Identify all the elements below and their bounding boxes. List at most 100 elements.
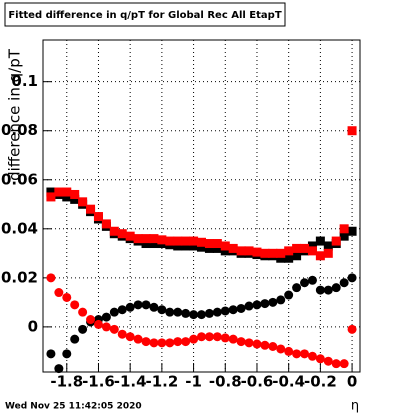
circle-marker xyxy=(292,349,302,359)
x-tick-label: -0.2 xyxy=(304,373,337,391)
square-marker xyxy=(181,236,191,246)
circle-marker xyxy=(46,273,56,283)
circle-marker xyxy=(117,305,127,315)
square-marker xyxy=(181,241,191,251)
x-tick-label: -1.4 xyxy=(114,373,147,391)
circle-marker xyxy=(101,322,111,332)
square-marker xyxy=(284,246,294,256)
square-marker xyxy=(173,236,183,246)
circle-marker xyxy=(93,319,103,329)
square-marker xyxy=(197,242,206,252)
square-marker xyxy=(307,246,317,256)
square-marker xyxy=(220,246,230,256)
circle-marker xyxy=(315,285,325,295)
square-marker xyxy=(228,243,238,253)
circle-marker xyxy=(78,307,88,317)
circle-marker xyxy=(133,334,143,344)
square-marker xyxy=(109,226,119,236)
square-marker xyxy=(236,246,246,256)
square-marker xyxy=(212,243,222,253)
x-tick-label: 0 xyxy=(347,373,357,391)
square-marker xyxy=(133,234,143,244)
square-marker xyxy=(197,237,206,247)
square-marker xyxy=(149,234,159,244)
square-marker xyxy=(252,247,262,257)
circle-marker xyxy=(141,337,151,347)
square-marker xyxy=(86,204,96,214)
y-tick-label: 0.02 xyxy=(1,268,38,286)
circle-marker xyxy=(78,324,88,334)
circle-marker xyxy=(300,278,310,288)
circle-marker xyxy=(109,324,119,334)
circle-marker xyxy=(54,288,64,298)
circle-marker xyxy=(220,333,230,343)
square-marker xyxy=(70,189,80,199)
circle-marker xyxy=(228,305,238,315)
circle-marker xyxy=(173,337,183,347)
square-marker xyxy=(220,241,230,251)
x-axis-label: η xyxy=(351,399,359,414)
x-tick-label: -0.6 xyxy=(241,373,274,391)
circle-marker xyxy=(315,354,325,364)
circle-marker xyxy=(204,308,214,318)
circle-marker xyxy=(141,300,151,310)
circle-marker xyxy=(181,337,191,347)
circle-marker xyxy=(212,307,222,317)
square-marker xyxy=(157,235,167,245)
x-tick-label: -0.4 xyxy=(272,373,305,391)
circle-marker xyxy=(284,290,294,300)
circle-marker xyxy=(212,332,222,342)
circle-marker xyxy=(331,283,341,293)
y-tick-label: 0.04 xyxy=(1,219,38,237)
y-tick-label: 0.08 xyxy=(1,121,38,139)
square-marker xyxy=(93,212,103,222)
circle-marker xyxy=(62,349,72,359)
circle-marker xyxy=(189,334,199,344)
circle-marker xyxy=(181,308,191,318)
circle-marker xyxy=(197,310,206,320)
square-marker xyxy=(117,229,127,239)
square-marker xyxy=(54,187,64,197)
square-marker xyxy=(292,243,302,253)
square-marker xyxy=(339,224,349,234)
square-marker xyxy=(315,236,325,246)
square-marker xyxy=(300,243,310,253)
circle-marker xyxy=(300,349,310,359)
circle-marker xyxy=(323,285,333,295)
circle-marker xyxy=(46,349,56,359)
circle-marker xyxy=(117,329,127,339)
circle-marker xyxy=(228,334,238,344)
circle-marker xyxy=(70,300,80,310)
circle-marker xyxy=(260,299,270,309)
y-tick-label: 0.1 xyxy=(11,72,38,90)
circle-marker xyxy=(339,278,349,288)
circle-marker xyxy=(189,310,199,320)
circle-marker xyxy=(125,302,135,312)
circle-marker xyxy=(149,338,159,348)
plot-frame xyxy=(42,39,361,373)
circle-marker xyxy=(276,344,286,354)
circle-marker xyxy=(157,305,167,315)
circle-marker xyxy=(125,332,135,342)
circle-marker xyxy=(54,364,64,374)
circle-marker xyxy=(347,324,357,334)
square-marker xyxy=(189,241,199,251)
circle-marker xyxy=(260,340,270,350)
circle-marker xyxy=(252,300,262,310)
circle-marker xyxy=(292,283,302,293)
square-marker xyxy=(165,236,175,246)
x-tick-label: -1.2 xyxy=(145,373,178,391)
chart-title: Fitted difference in q/pT for Global Rec… xyxy=(8,10,281,21)
square-marker xyxy=(347,126,357,136)
y-tick-label: 0.06 xyxy=(1,170,38,188)
circle-marker xyxy=(165,338,175,348)
x-tick-label: -1 xyxy=(185,373,202,391)
square-marker xyxy=(331,236,341,246)
circle-marker xyxy=(307,351,317,361)
circle-marker xyxy=(268,341,278,351)
square-marker xyxy=(125,231,135,241)
square-marker xyxy=(173,241,183,251)
circle-marker xyxy=(149,302,159,312)
circle-marker xyxy=(339,359,349,369)
circle-marker xyxy=(276,295,286,305)
